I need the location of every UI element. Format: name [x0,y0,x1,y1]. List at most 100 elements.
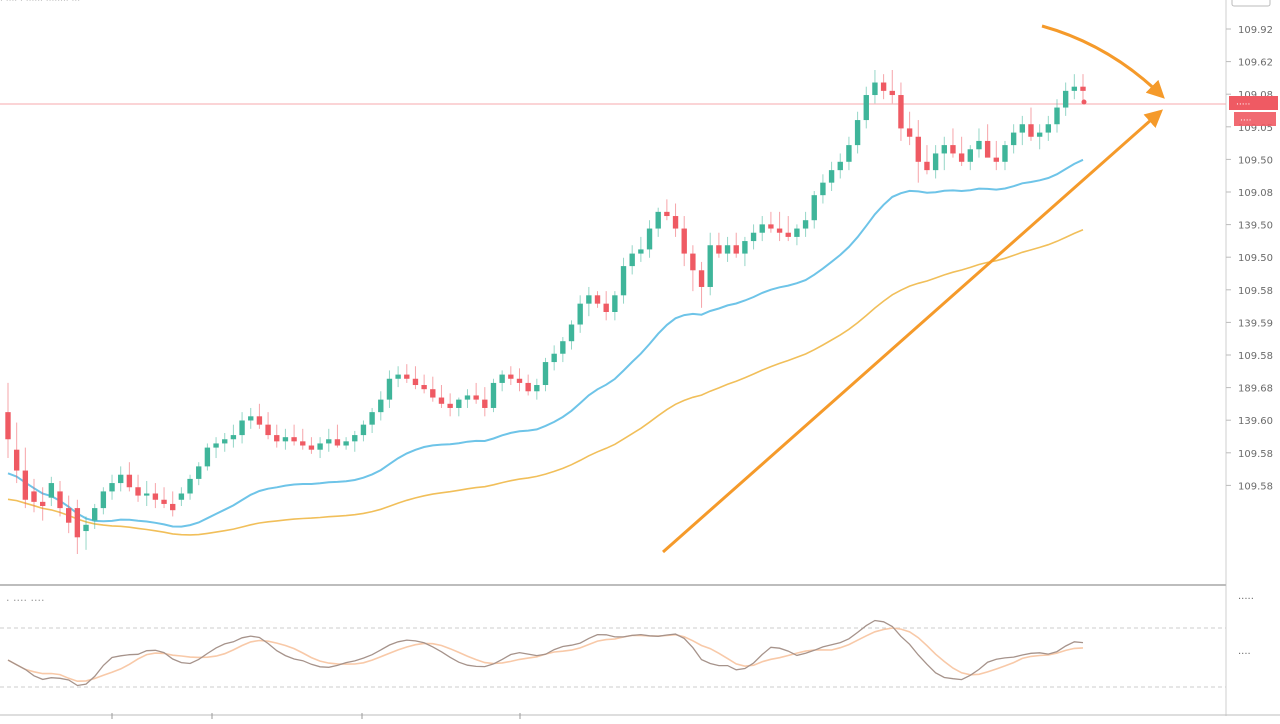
osc-tick-label: ···· [1238,649,1251,660]
candle [57,480,63,517]
candle-body [196,466,202,479]
candle [1071,74,1078,100]
candle [508,366,514,386]
candle [568,320,575,350]
candle-body [13,449,20,471]
candle [135,474,141,502]
candle [811,191,817,229]
candle-body [395,374,401,379]
candle-body [724,245,731,254]
candle-body [889,90,895,96]
candle [430,376,436,402]
candle [5,382,11,459]
candle [828,161,835,191]
candle-body [274,435,280,442]
candle [300,428,306,450]
candle-body [317,443,323,450]
candle [360,420,367,442]
candle [854,111,861,154]
candle [308,437,315,454]
candle-body [152,493,159,500]
candle [577,295,583,333]
candle [213,437,219,459]
candle-body [404,374,410,379]
candle [664,199,670,221]
candle-body [534,385,540,392]
candle [1010,124,1017,154]
candle-body [1002,145,1008,162]
candle-body [1045,124,1052,133]
candle-body [447,403,453,408]
candle [698,261,705,308]
candle-body [594,295,601,304]
candle-body [733,245,739,254]
candle-body [326,439,332,444]
candle [74,499,81,554]
current-price-tag-text: ····· [1236,100,1250,110]
candle-body [802,220,809,229]
candle-body [898,95,904,129]
candle-body [560,341,566,354]
candle [976,128,982,158]
candle-body [291,437,297,442]
candle-body [83,524,89,532]
candle [1080,74,1086,104]
candle [386,370,393,408]
candle [456,397,462,417]
countdown-tag-text: ···· [1240,116,1251,126]
candle-body [213,443,219,448]
candle-body [993,157,999,162]
osc-tick-label: ····· [1238,594,1254,605]
candle [837,153,843,179]
candle-body [430,389,436,398]
candle [274,424,280,448]
candle-body [872,82,878,96]
candle-body [490,382,497,408]
moving-average-fast [7,158,1084,528]
candle-body [846,145,852,162]
candle [369,407,375,433]
candle [39,487,46,521]
candle-body [456,399,462,408]
candle-body [386,378,393,400]
oscillator-title: · ···· ···· [6,594,44,607]
candle [421,374,427,394]
candle [525,374,531,396]
candle-body [282,437,289,442]
candle [1028,107,1034,141]
candle [846,136,852,171]
candle [542,357,549,392]
candle [690,245,696,292]
candle-body [516,378,523,383]
candle-body [300,441,306,446]
candle-body [958,153,965,162]
candle-body [906,128,913,137]
candle-body [620,266,627,296]
candle-body [785,232,791,237]
candle-body [230,435,237,440]
candle-body [586,295,592,304]
candle-body [542,362,549,386]
candle-body [135,487,141,496]
candle [222,433,228,452]
candle-body [1062,90,1069,108]
candle [1062,82,1069,116]
last-price-dot [1081,99,1087,105]
candle-body [820,182,826,196]
price-tick-label: 109.58 [1238,449,1273,460]
candle [265,412,271,440]
candle [707,232,713,296]
candle-body [1010,132,1017,146]
candle-body [369,412,375,425]
price-tick-label: 109.62 [1238,58,1273,69]
candle [924,145,930,175]
candle-body [707,245,713,287]
candle [412,366,419,390]
candle [638,236,644,262]
candle [733,232,739,258]
candle-body [109,483,115,492]
candle-body [950,145,956,154]
price-tick-label: 139.60 [1238,416,1273,427]
